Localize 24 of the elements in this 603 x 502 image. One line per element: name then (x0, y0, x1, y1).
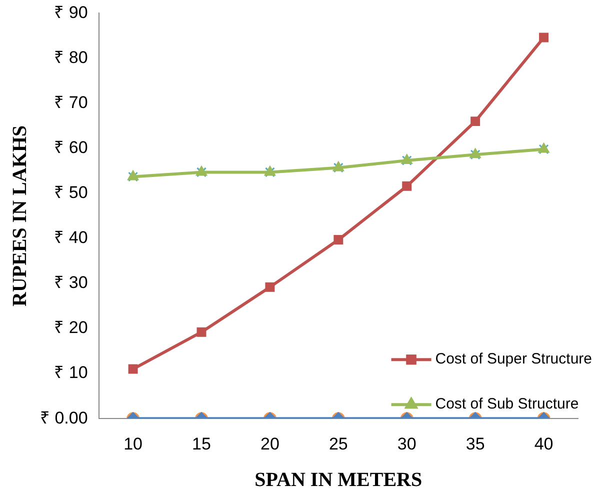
y-tick-label: ₹ 10 (54, 363, 88, 382)
y-tick-label: ₹ 0.00 (40, 408, 88, 428)
y-tick-label: ₹ 70 (54, 92, 88, 112)
y-axis-title: RUPEES IN LAKHS (9, 125, 32, 306)
x-tick-label: 35 (466, 434, 485, 454)
y-tick-label: ₹ 30 (54, 273, 88, 292)
point (539, 32, 549, 42)
x-tick-label: 40 (534, 434, 554, 454)
legend-label: Cost of Super Structure (435, 350, 592, 368)
y-tick-label: ₹ 80 (54, 48, 88, 67)
x-tick-label: 10 (124, 434, 142, 454)
legend-label: Cost of Sub Structure (435, 396, 579, 413)
y-tick-label: ₹ 90 (54, 2, 88, 22)
x-tick-label: 25 (328, 434, 348, 454)
point (402, 181, 412, 191)
y-tick-label: ₹ 40 (54, 228, 88, 248)
x-tick-label: 20 (260, 434, 280, 454)
x-tick-label: 15 (192, 434, 211, 454)
y-tick-label: ₹ 20 (54, 318, 88, 338)
y-tick-label: ₹ 50 (54, 183, 88, 202)
point (470, 116, 480, 126)
y-tick-label: ₹ 60 (54, 138, 88, 158)
x-axis-title: SPAN IN METERS (254, 469, 422, 492)
x-tick-label: 30 (397, 434, 416, 454)
